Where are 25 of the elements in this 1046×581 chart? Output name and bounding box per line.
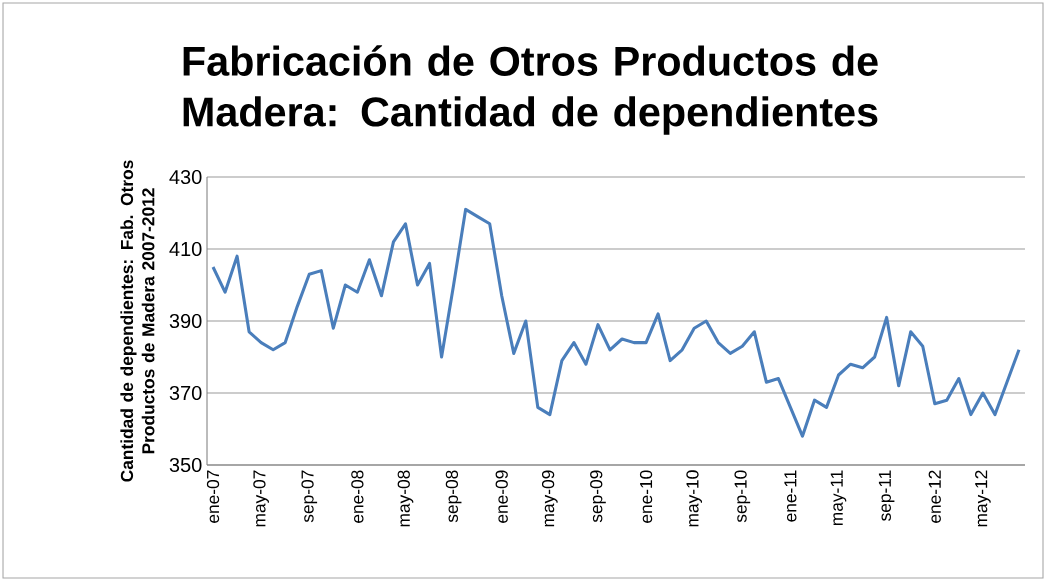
x-tick-label: ene-07 xyxy=(206,470,220,523)
x-tick-label: may-08 xyxy=(397,470,414,527)
x-tick-label: sep-11 xyxy=(878,470,895,521)
x-tick-label: sep-10 xyxy=(734,470,751,523)
x-tick-label: sep-08 xyxy=(445,470,462,523)
x-tick-label: ene-11 xyxy=(784,470,797,522)
x-tick-label: may-12 xyxy=(975,470,991,527)
line-series xyxy=(211,207,1021,438)
y-tick-label: 430 xyxy=(169,169,202,185)
x-tick-label: may-10 xyxy=(686,470,703,527)
y-tick-label: 390 xyxy=(169,313,202,329)
x-tick-label: sep-09 xyxy=(590,470,606,523)
x-tick-label: may-07 xyxy=(253,470,269,527)
x-tick-label: may-11 xyxy=(830,470,847,526)
y-tick-label: 370 xyxy=(169,385,202,401)
y-tick-label: 350 xyxy=(169,457,202,473)
y-tick-label: 410 xyxy=(169,241,202,257)
chart-title: Fabricación de Otros Productos de Madera: Cantidad de dependientes xyxy=(183,45,878,135)
y-axis-title: Cantidad de dependientes: Fab. Otros Productos de Madera 2007-2012 xyxy=(120,160,155,482)
x-tick-label: ene-12 xyxy=(928,470,941,523)
x-tick-label: may-09 xyxy=(541,470,558,527)
x-tick-label: sep-07 xyxy=(301,470,318,523)
x-tick-label: ene-10 xyxy=(639,470,653,523)
x-tick-label: ene-08 xyxy=(351,470,364,523)
x-tick-label: ene-09 xyxy=(495,470,508,523)
